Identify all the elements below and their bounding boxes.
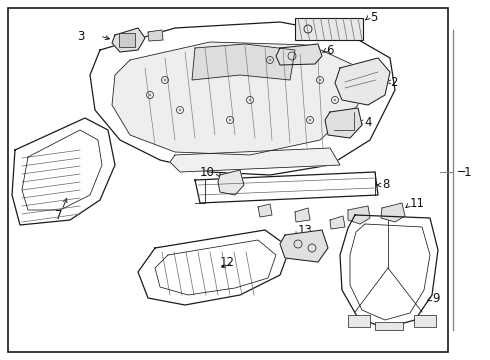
Text: 12: 12 bbox=[220, 256, 235, 269]
Polygon shape bbox=[340, 215, 438, 328]
Bar bbox=[119, 33, 135, 47]
Polygon shape bbox=[348, 206, 370, 224]
Text: 2: 2 bbox=[390, 76, 397, 89]
Polygon shape bbox=[170, 148, 340, 172]
Polygon shape bbox=[90, 22, 395, 175]
Polygon shape bbox=[12, 118, 115, 225]
Bar bbox=[295, 18, 363, 40]
Polygon shape bbox=[112, 28, 145, 52]
Text: 10: 10 bbox=[200, 166, 215, 179]
Polygon shape bbox=[138, 230, 290, 305]
Bar bbox=[375, 322, 403, 330]
Text: ─1: ─1 bbox=[457, 166, 471, 179]
Polygon shape bbox=[112, 42, 360, 155]
Polygon shape bbox=[195, 172, 378, 203]
Circle shape bbox=[309, 119, 311, 121]
Text: 3: 3 bbox=[77, 30, 85, 42]
Bar bbox=[348, 315, 370, 327]
Circle shape bbox=[149, 94, 151, 96]
Text: 13: 13 bbox=[298, 224, 313, 237]
Bar bbox=[414, 315, 436, 327]
Text: 11: 11 bbox=[410, 197, 425, 210]
Circle shape bbox=[269, 59, 271, 61]
Text: 4: 4 bbox=[364, 116, 371, 129]
Text: 9: 9 bbox=[432, 292, 440, 305]
Circle shape bbox=[164, 79, 166, 81]
Polygon shape bbox=[325, 108, 362, 138]
Text: 7: 7 bbox=[55, 208, 63, 221]
Polygon shape bbox=[280, 230, 328, 262]
Polygon shape bbox=[295, 208, 310, 222]
Circle shape bbox=[249, 99, 251, 101]
Text: 8: 8 bbox=[382, 177, 390, 190]
Polygon shape bbox=[218, 170, 244, 195]
Polygon shape bbox=[148, 30, 163, 41]
Text: 5: 5 bbox=[370, 10, 377, 23]
Text: 6: 6 bbox=[326, 44, 334, 57]
Circle shape bbox=[179, 109, 181, 111]
Circle shape bbox=[229, 119, 231, 121]
Circle shape bbox=[319, 79, 321, 81]
Polygon shape bbox=[335, 58, 390, 105]
Bar bbox=[8, 8, 448, 352]
Polygon shape bbox=[381, 203, 405, 222]
Polygon shape bbox=[258, 204, 272, 217]
Polygon shape bbox=[330, 216, 345, 229]
Polygon shape bbox=[276, 44, 322, 65]
Circle shape bbox=[334, 99, 336, 101]
Polygon shape bbox=[192, 44, 295, 80]
